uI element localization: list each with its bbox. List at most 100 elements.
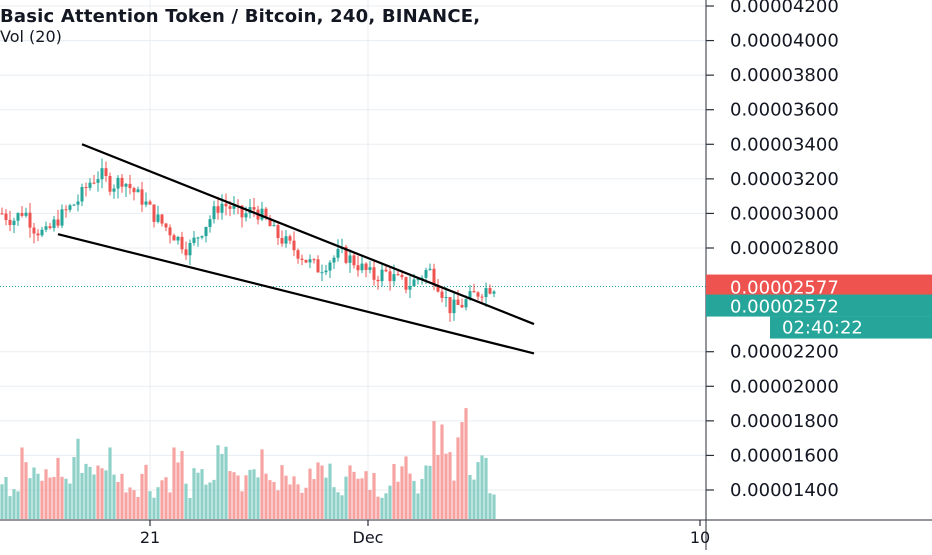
volume-bar	[224, 446, 228, 519]
volume-bar	[92, 474, 96, 519]
volume-bar	[320, 465, 324, 519]
candle-body	[388, 271, 392, 282]
candle-body	[108, 176, 112, 192]
volume-bar	[376, 496, 380, 519]
volume-indicator-label[interactable]: Vol (20)	[0, 27, 62, 46]
candle-body	[408, 286, 412, 290]
candle-body	[224, 203, 228, 207]
volume-bar	[228, 471, 232, 519]
volume-bar	[340, 495, 344, 519]
candle-body	[112, 188, 116, 192]
volume-bar	[268, 480, 272, 519]
candle-body	[284, 236, 288, 244]
candle-body	[460, 304, 464, 308]
candle-body	[28, 212, 32, 228]
countdown-badge	[770, 316, 932, 339]
volume-bar	[200, 469, 204, 519]
volume-bar	[392, 464, 396, 519]
volume-bar	[468, 475, 472, 519]
time-axis[interactable]: 21 Dec 10	[0, 519, 932, 547]
candle-body	[232, 205, 236, 209]
trendline-lower	[57, 233, 535, 355]
candle-body	[412, 279, 416, 287]
candle-body	[84, 187, 88, 189]
candle-body	[424, 269, 428, 278]
volume-bar	[296, 484, 300, 519]
volume-bar	[60, 476, 64, 519]
volume-bar	[444, 453, 448, 519]
volume-bar	[212, 479, 216, 519]
volume-bar	[116, 482, 120, 519]
volume-bar	[388, 485, 392, 519]
volume-bar	[360, 478, 364, 519]
candle-body	[272, 225, 276, 227]
volume-bar	[112, 474, 116, 519]
candle-body	[372, 267, 376, 280]
candle-body	[400, 274, 404, 278]
volume-bar	[48, 477, 52, 519]
candle-body	[320, 272, 324, 274]
candle-body	[476, 292, 480, 297]
candle-body	[96, 179, 100, 183]
candle-body	[36, 233, 40, 236]
candle-body	[180, 236, 184, 250]
time-tick-label: 21	[140, 528, 160, 547]
volume-bar	[308, 468, 312, 519]
price-axis[interactable]: 0.00004200 0.00004000 0.00003800 0.00003600…	[705, 0, 839, 550]
volume-bar	[100, 468, 104, 519]
volume-bar	[12, 489, 16, 519]
price-tick-label: 0.00002800	[730, 238, 839, 259]
candle-body	[292, 240, 296, 251]
volume-bar	[136, 496, 140, 519]
candle-body	[124, 183, 128, 187]
volume-bar	[160, 480, 164, 519]
volume-bar	[120, 473, 124, 519]
candle-body	[120, 177, 124, 187]
candle-body	[312, 259, 316, 261]
time-tick-label: 10	[690, 528, 710, 547]
last-price-label: 0.00002577	[730, 278, 839, 299]
volume-bar	[236, 475, 240, 519]
volume-bar	[352, 471, 356, 519]
current-price-badge	[706, 294, 932, 317]
candle-body	[392, 274, 396, 282]
price-tick-label: 0.00001800	[730, 411, 839, 432]
volume-bar	[260, 449, 264, 519]
candle-body	[264, 208, 268, 219]
volume-bar	[204, 484, 208, 519]
candle-body	[240, 205, 244, 218]
volume-bar	[412, 480, 416, 519]
volume-bar	[420, 479, 424, 519]
price-tick-label: 0.00001400	[730, 480, 839, 501]
volume-bar	[248, 469, 252, 519]
volume-bar	[220, 453, 224, 519]
volume-bar	[28, 478, 32, 519]
candle-body	[484, 288, 488, 298]
candle-body	[204, 226, 208, 237]
candle-body	[288, 236, 292, 241]
candle-body	[456, 299, 460, 305]
price-tick-label: 0.00003200	[730, 169, 839, 190]
volume-bar	[164, 477, 168, 519]
price-tick-label: 0.00001600	[730, 445, 839, 466]
candle-body	[44, 226, 48, 230]
candle-body	[164, 223, 168, 228]
candle-body	[32, 227, 36, 234]
candle-body	[220, 203, 224, 213]
volume-bar	[328, 463, 332, 519]
volume-bar	[408, 473, 412, 519]
volume-bar	[436, 454, 440, 519]
candle-body	[492, 291, 496, 294]
volume-bar	[384, 493, 388, 519]
price-tick-label: 0.00002000	[730, 376, 839, 397]
volume-bar	[480, 455, 484, 519]
volume-bar	[172, 447, 176, 519]
volume-bar	[368, 489, 372, 519]
candle-body	[0, 213, 4, 215]
candle-body	[380, 269, 384, 282]
volume-bar	[88, 466, 92, 519]
candle-body	[156, 214, 160, 222]
trendlines[interactable]	[57, 143, 535, 355]
